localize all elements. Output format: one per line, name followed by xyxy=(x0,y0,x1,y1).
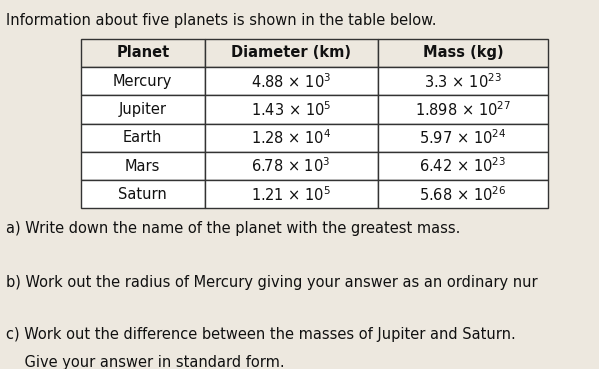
Bar xyxy=(205,67,377,95)
Text: 3.3 × 10$^{23}$: 3.3 × 10$^{23}$ xyxy=(424,72,502,90)
Bar xyxy=(81,124,205,152)
Bar xyxy=(205,124,377,152)
Text: c) Work out the difference between the masses of Jupiter and Saturn.: c) Work out the difference between the m… xyxy=(6,327,516,342)
Bar xyxy=(377,180,548,208)
Bar xyxy=(377,39,548,67)
Bar xyxy=(377,67,548,95)
Bar xyxy=(81,152,205,180)
Text: Planet: Planet xyxy=(116,45,170,61)
Text: 6.78 × 10$^{3}$: 6.78 × 10$^{3}$ xyxy=(252,157,331,175)
Text: 1.28 × 10$^{4}$: 1.28 × 10$^{4}$ xyxy=(251,128,331,147)
Text: Jupiter: Jupiter xyxy=(119,102,167,117)
Text: Earth: Earth xyxy=(123,130,162,145)
Text: 1.43 × 10$^{5}$: 1.43 × 10$^{5}$ xyxy=(251,100,331,119)
Bar xyxy=(205,180,377,208)
Text: Saturn: Saturn xyxy=(119,187,167,202)
Bar xyxy=(205,95,377,124)
Text: 4.88 × 10$^{3}$: 4.88 × 10$^{3}$ xyxy=(251,72,331,90)
Text: b) Work out the radius of Mercury giving your answer as an ordinary nur: b) Work out the radius of Mercury giving… xyxy=(6,275,538,290)
Text: 1.898 × 10$^{27}$: 1.898 × 10$^{27}$ xyxy=(415,100,511,119)
Bar xyxy=(377,95,548,124)
Text: Diameter (km): Diameter (km) xyxy=(231,45,351,61)
Bar xyxy=(377,124,548,152)
Bar xyxy=(81,67,205,95)
Bar xyxy=(81,39,205,67)
Text: Mass (kg): Mass (kg) xyxy=(422,45,503,61)
Text: 5.68 × 10$^{26}$: 5.68 × 10$^{26}$ xyxy=(419,185,506,204)
Text: 1.21 × 10$^{5}$: 1.21 × 10$^{5}$ xyxy=(251,185,331,204)
Bar xyxy=(81,180,205,208)
Text: Give your answer in standard form.: Give your answer in standard form. xyxy=(6,355,285,369)
Bar xyxy=(81,95,205,124)
Text: 6.42 × 10$^{23}$: 6.42 × 10$^{23}$ xyxy=(419,157,506,175)
Text: Mercury: Mercury xyxy=(113,74,173,89)
Bar xyxy=(205,152,377,180)
Bar xyxy=(377,152,548,180)
Bar xyxy=(205,39,377,67)
Text: a) Write down the name of the planet with the greatest mass.: a) Write down the name of the planet wit… xyxy=(6,221,461,237)
Text: 5.97 × 10$^{24}$: 5.97 × 10$^{24}$ xyxy=(419,128,507,147)
Text: Mars: Mars xyxy=(125,159,161,173)
Text: Information about five planets is shown in the table below.: Information about five planets is shown … xyxy=(6,13,437,28)
